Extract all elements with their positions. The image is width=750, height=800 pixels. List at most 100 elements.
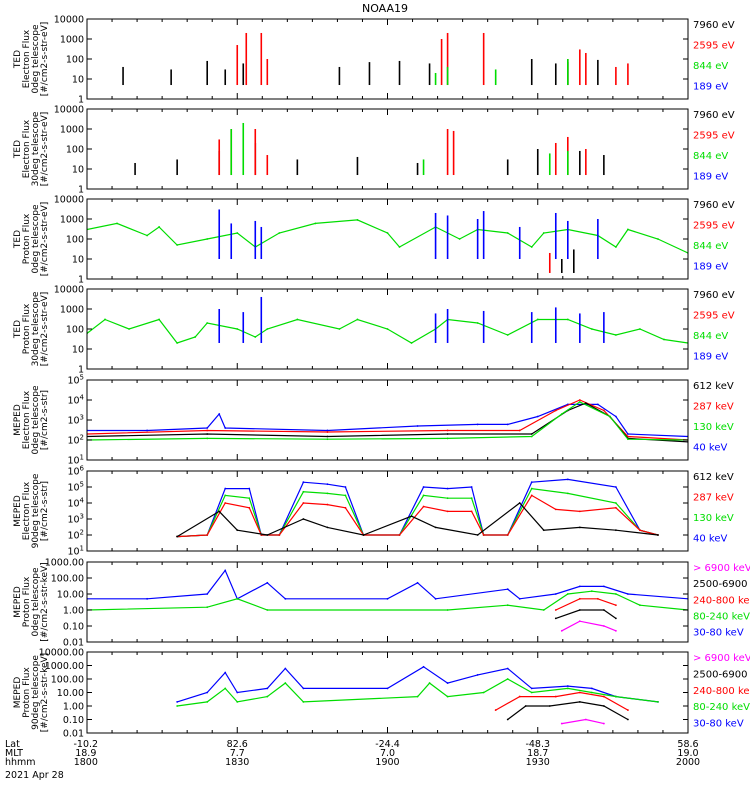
y-tick-label: 10 [72,75,84,86]
y-label-line: 30deg telescope [31,291,41,366]
series-line-black [87,402,688,443]
data-point-green-12 [530,691,533,694]
y-tick-label: 1.00 [63,606,84,617]
data-point-green-20 [566,318,569,321]
legend-entry: 2500-6900 [693,669,748,680]
y-tick-exponent: 1 [80,454,84,462]
data-point-green-5 [206,238,209,240]
legend-entry: 844 eV [693,61,728,72]
data-point-red-2 [224,502,227,504]
data-point-green-1 [206,606,209,609]
y-axis-label: MEPED Electron Flux 0deg telescope [#/cm2-s… [13,385,50,455]
y-tick-label: 0.10 [63,715,84,726]
data-point-green-3 [248,497,251,500]
data-point-black-3 [446,433,449,435]
data-point-magenta-0 [560,722,563,725]
data-point-red-1 [578,597,581,600]
series-line-green [87,318,688,344]
data-point-green-9 [266,328,269,330]
x-tick-label: 18.9 [75,748,96,759]
data-point-black-5 [627,718,629,721]
data-point-blue-12 [554,593,557,595]
data-point-green-21 [614,246,617,248]
data-point-green-7 [416,695,419,698]
series-group [134,122,605,176]
data-point-green-8 [344,494,347,497]
data-point-red-2 [596,597,599,600]
legend-entry: 2595 eV [693,41,735,52]
y-label-line: TED [13,50,23,69]
y-label-line: TED [13,320,23,339]
y-label-line: [#/cm2-s-str-eV] [40,22,50,97]
legend-entry: 7960 eV [693,290,735,301]
legend-entry: 844 eV [693,331,728,342]
data-point-red-4 [602,695,605,698]
data-point-blue-2 [224,487,227,490]
data-point-blue-5 [284,667,287,670]
legend-entry: 7960 eV [693,110,735,121]
y-tick-label: 104 [67,394,84,407]
y-label-line: TED [13,230,23,249]
panel-frame [86,379,689,461]
data-point-red-2 [326,431,329,433]
data-point-green-5 [194,336,197,338]
data-point-green-12 [446,497,449,500]
y-label-line: TED [13,140,23,159]
data-point-blue-12 [614,415,617,418]
y-label-line: MEPED [13,404,23,436]
data-point-green-3 [158,226,161,228]
data-point-blue-4 [266,687,269,690]
data-point-blue-7 [476,423,479,426]
legend-entry: 287 keV [693,493,734,504]
y-axis-label: MEPED Proton Flux 90deg telescope [#/cm2-s-… [13,653,50,732]
data-point-green-5 [560,413,563,415]
x-tick-label: 1830 [225,757,249,768]
legend-entry: 189 eV [693,172,728,183]
y-tick-label: 1 [78,185,84,196]
x-tick-label: 18.7 [527,748,548,759]
y-label-line: Proton Flux [22,576,32,627]
data-point-green-7 [608,415,611,418]
data-point-blue-5 [266,581,269,584]
data-point-red-7 [326,503,329,506]
data-point-green-10 [296,318,299,321]
y-tick-label: 1.00 [63,702,84,713]
y-tick-label: 10000 [54,105,84,116]
data-point-green-2 [224,494,227,497]
y-tick-exponent: 3 [80,414,84,422]
legend-entry: 130 keV [693,422,734,433]
legend-entry: 40 keV [693,534,727,545]
legend-entry: 80-240 keV [693,702,750,713]
data-point-black-7 [410,515,413,518]
data-point-black-3 [578,701,581,703]
data-point-red-16 [530,494,533,497]
legend: 7960 eV 2595 eV 844 eV 189 eV [693,290,735,363]
data-point-red-2 [554,695,557,698]
legend-entry: 7960 eV [693,200,735,211]
series-line-black [507,701,629,721]
data-point-green-15 [614,695,617,698]
figure-title: NOAA19 [362,2,408,15]
data-point-red-12 [446,510,449,513]
y-tick-label: 1000.00 [45,661,84,672]
data-point-blue-13 [627,433,629,435]
data-point-black-5 [326,526,329,529]
y-label-line: Proton Flux [22,213,32,264]
data-point-red-3 [614,604,617,607]
y-tick-label: 100 [66,55,84,66]
x-axis-row-label: hhmm [5,757,36,768]
data-point-green-12 [356,318,359,321]
data-point-green-2 [326,438,329,441]
data-point-red-0 [554,609,557,611]
data-point-green-13 [470,497,473,500]
x-tick-label: 7.7 [230,748,245,759]
y-tick-label: 100.00 [51,675,84,686]
series-line-green [87,590,688,611]
data-point-red-3 [446,429,449,432]
data-point-blue-18 [614,486,617,488]
series-line-green [177,678,658,707]
data-point-red-6 [578,399,581,401]
data-point-black-2 [548,705,551,707]
y-label-line: 90deg telescope [31,655,41,730]
data-point-blue-6 [416,425,419,427]
